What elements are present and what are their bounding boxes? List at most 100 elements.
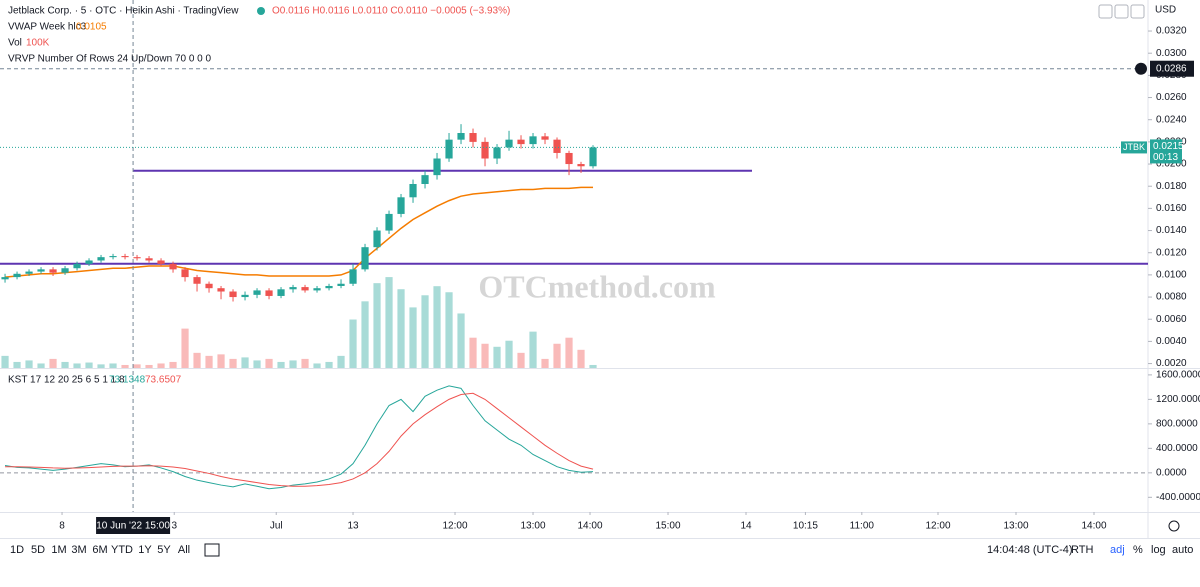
volume-bar <box>445 292 453 368</box>
x-tick-label: 3 <box>171 521 177 532</box>
log-toggle[interactable]: log <box>1151 544 1166 556</box>
candle-body <box>85 260 93 264</box>
date-range-icon[interactable] <box>204 543 220 557</box>
range-button[interactable]: 1D <box>10 544 24 556</box>
candle-body <box>493 147 501 159</box>
volume-bar <box>301 358 309 368</box>
candle-body <box>553 139 561 153</box>
volume-bar <box>277 361 285 368</box>
candle-body <box>541 136 549 140</box>
last-price-box <box>1150 139 1182 164</box>
volume-bar <box>133 364 141 368</box>
range-button[interactable]: 1Y <box>138 544 152 556</box>
crosshair-time-box <box>96 517 171 534</box>
candle-body <box>109 256 117 258</box>
volume-bar <box>169 361 177 368</box>
status-dot <box>257 7 265 15</box>
x-tick-label: 12:00 <box>443 521 468 532</box>
candle-body <box>97 257 105 261</box>
candle-body <box>277 289 285 296</box>
y-tick-label: 0.0040 <box>1156 336 1187 347</box>
candle-body <box>25 271 33 274</box>
volume-bar <box>469 337 477 368</box>
volume-bar <box>37 363 45 368</box>
candle-body <box>289 287 297 290</box>
y-tick-label: 0.0000 <box>1156 467 1187 478</box>
x-tick-label: 13 <box>347 521 359 532</box>
watermark: OTCmethod.com <box>478 268 716 304</box>
candle-body <box>457 133 465 140</box>
x-tick-label: 11:00 <box>850 521 875 532</box>
candle-body <box>157 260 165 264</box>
candle-body <box>349 269 357 284</box>
candle-body <box>313 288 321 291</box>
volume-bar <box>397 289 405 368</box>
range-button[interactable]: All <box>178 544 190 556</box>
candle-body <box>193 277 201 284</box>
candle-body <box>469 133 477 142</box>
candle-body <box>433 158 441 176</box>
candle-body <box>337 283 345 286</box>
volume-bar <box>181 328 189 368</box>
volume-bar <box>85 362 93 368</box>
chart-title: Jetblack Corp. · 5 · OTC · Heikin Ashi ·… <box>8 6 239 17</box>
candle-body <box>13 273 21 278</box>
range-button[interactable]: 3M <box>71 544 86 556</box>
adj-toggle[interactable]: adj <box>1110 544 1125 556</box>
vwap-name: VWAP Week hlc3 <box>8 22 87 33</box>
y-tick-label: 0.0120 <box>1156 247 1187 258</box>
vol-name: Vol <box>8 38 22 49</box>
auto-toggle[interactable]: auto <box>1172 544 1193 556</box>
y-tick-label: 0.0180 <box>1156 181 1187 192</box>
candle-body <box>301 287 309 291</box>
kst-signal-value: 73.6507 <box>145 375 182 386</box>
candle-body <box>517 139 525 145</box>
volume-bar <box>97 364 105 368</box>
range-button[interactable]: 1M <box>51 544 66 556</box>
volume-bar <box>265 358 273 368</box>
y-tick-label: 0.0200 <box>1156 159 1187 170</box>
candle-body <box>361 247 369 270</box>
candle-body <box>241 294 249 298</box>
candle-body <box>61 268 69 273</box>
volume-bar <box>541 358 549 368</box>
range-button[interactable]: 5D <box>31 544 45 556</box>
candle-body <box>577 164 585 167</box>
volume-bar <box>373 283 381 368</box>
volume-bar <box>25 360 33 368</box>
candle-body <box>37 269 45 272</box>
settings-icon[interactable] <box>1168 520 1180 532</box>
candle-body <box>481 141 489 159</box>
icon-button[interactable] <box>1130 4 1145 19</box>
vrvp-legend: VRVP Number Of Rows 24 Up/Down 70 0 0 0 <box>8 54 212 65</box>
icon-button[interactable] <box>1114 4 1129 19</box>
top-icons[interactable] <box>1098 4 1145 19</box>
volume-bar <box>361 301 369 368</box>
vwap-line <box>4 186 594 278</box>
y-tick-label: 0.0300 <box>1156 48 1187 59</box>
y-tick-label: 0.0100 <box>1156 270 1187 281</box>
icon-button[interactable] <box>1098 4 1113 19</box>
y-tick-label: 0.0140 <box>1156 225 1187 236</box>
y-tick-label: 800.0000 <box>1156 419 1198 430</box>
percent-toggle[interactable]: % <box>1133 544 1143 556</box>
candle-body <box>49 269 57 273</box>
y-tick-label: -400.0000 <box>1156 492 1200 503</box>
candle-body <box>409 184 417 198</box>
volume-bar <box>217 354 225 368</box>
candle-body <box>385 213 393 231</box>
range-button[interactable]: 6M <box>92 544 107 556</box>
x-tick-label: Jul <box>270 521 283 532</box>
candle-body <box>145 258 153 261</box>
range-button[interactable]: YTD <box>111 544 133 556</box>
volume-bar <box>493 346 501 368</box>
countdown: 00:13 <box>1153 152 1178 163</box>
volume-bar <box>121 364 129 368</box>
range-button[interactable]: 5Y <box>157 544 171 556</box>
volume-bar <box>241 357 249 368</box>
session[interactable]: RTH <box>1071 544 1093 556</box>
add-icon[interactable] <box>1135 62 1147 75</box>
volume-bar <box>409 307 417 368</box>
x-tick-label: 14:00 <box>578 521 603 532</box>
candle-body <box>529 136 537 145</box>
